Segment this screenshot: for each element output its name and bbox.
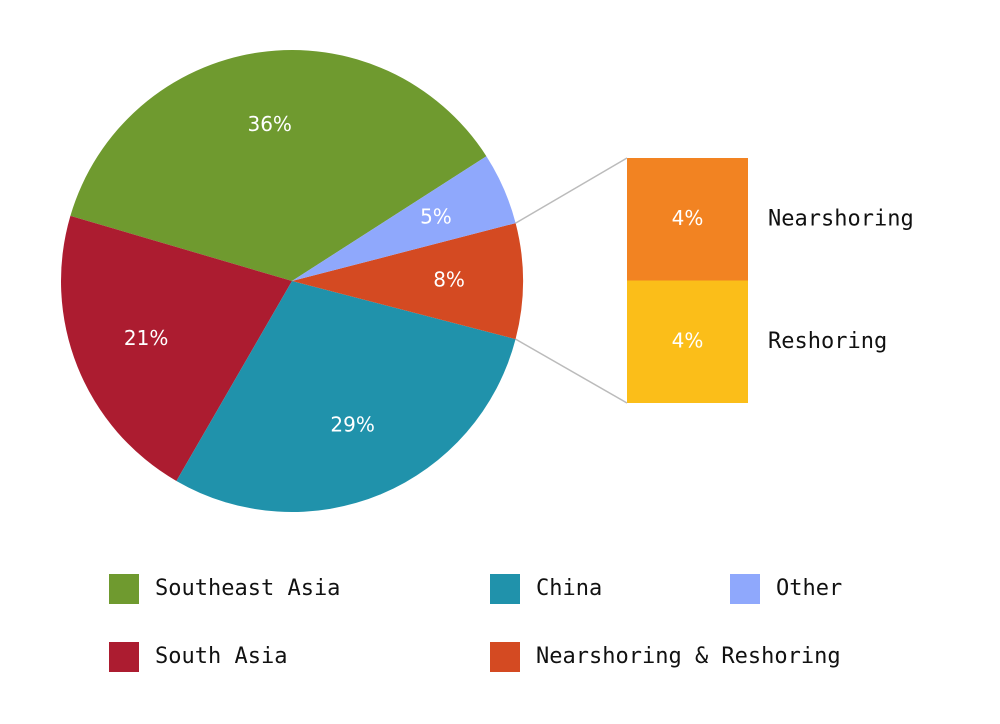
bar-category: Reshoring bbox=[768, 329, 887, 354]
pie-slice bbox=[60, 215, 292, 481]
legend-label: Southeast Asia bbox=[155, 576, 340, 601]
pie-slice bbox=[292, 156, 516, 281]
legend-swatch bbox=[730, 574, 760, 604]
legend-label: China bbox=[536, 576, 602, 601]
slice-label: 29% bbox=[330, 412, 374, 436]
legend-swatch bbox=[109, 642, 139, 672]
connector bbox=[515, 157, 628, 224]
slice-label: 36% bbox=[247, 112, 291, 136]
slice-label: 5% bbox=[420, 205, 452, 229]
legend-label: South Asia bbox=[155, 644, 287, 669]
legend-swatch bbox=[490, 574, 520, 604]
bar-label: 4% bbox=[672, 328, 704, 352]
legend-swatch bbox=[109, 574, 139, 604]
bar-category: Nearshoring bbox=[768, 206, 914, 231]
slice-label: 8% bbox=[433, 268, 465, 292]
legend-swatch bbox=[490, 642, 520, 672]
bar-segment bbox=[627, 280, 748, 403]
legend-label: Nearshoring & Reshoring bbox=[536, 644, 841, 669]
connector bbox=[515, 338, 628, 404]
pie-slice bbox=[70, 49, 487, 281]
slice-label: 21% bbox=[124, 326, 168, 350]
pie-slice bbox=[292, 223, 523, 340]
pie-slice bbox=[176, 281, 516, 512]
bar-label: 4% bbox=[672, 206, 704, 230]
bar-segment bbox=[627, 158, 748, 281]
legend-label: Other bbox=[776, 576, 842, 601]
